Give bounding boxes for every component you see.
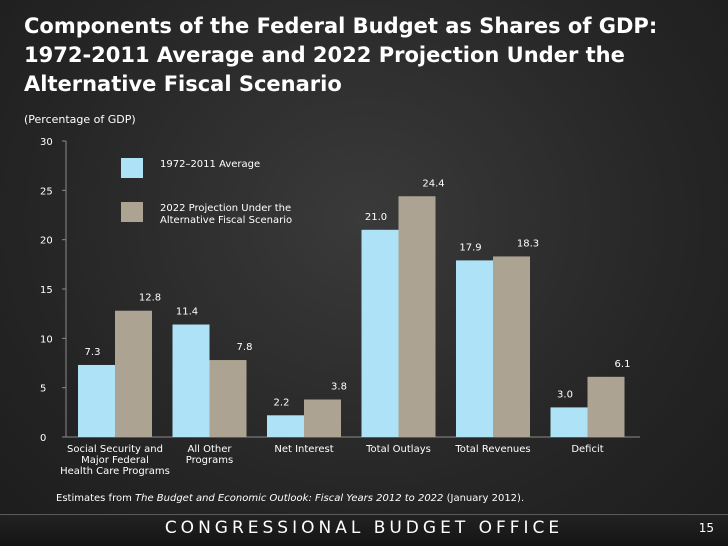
legend-label: 1972–2011 Average	[160, 159, 260, 170]
source-title: The Budget and Economic Outlook: Fiscal …	[135, 493, 444, 504]
bar-average	[361, 229, 399, 437]
legend-swatch	[121, 158, 143, 178]
x-category-label: Social Security and	[67, 444, 163, 455]
y-tick-label: 10	[40, 334, 53, 345]
bar-projection	[587, 376, 625, 437]
bar-value-label: 11.4	[176, 307, 198, 318]
x-category-label: Total Outlays	[365, 444, 431, 455]
x-category-label: Programs	[186, 455, 233, 466]
bar-projection	[304, 399, 341, 437]
legend-label: 2022 Projection Under the	[160, 203, 291, 214]
bar-value-label: 21.0	[365, 212, 387, 223]
footer-divider	[0, 514, 728, 515]
bar-value-label: 7.8	[237, 342, 253, 353]
bar-projection	[493, 256, 530, 437]
bar-average	[267, 415, 304, 437]
page-number: 15	[698, 521, 714, 535]
source-prefix: Estimates from	[56, 493, 136, 504]
legend-swatch	[121, 202, 143, 222]
bar-value-label: 2.2	[274, 397, 290, 408]
x-category-label: Net Interest	[274, 444, 333, 455]
slide-title: Components of the Federal Budget as Shar…	[24, 14, 658, 96]
source-note: Estimates from The Budget and Economic O…	[56, 493, 524, 504]
x-category-label: Deficit	[571, 444, 603, 455]
y-tick-label: 0	[40, 433, 46, 444]
y-axis-unit-label: (Percentage of GDP)	[24, 113, 136, 126]
bar-value-label: 6.1	[615, 359, 631, 370]
bar-average	[456, 260, 493, 437]
y-tick-label: 20	[40, 236, 53, 247]
bar-average	[550, 407, 588, 437]
footer-bar	[0, 515, 728, 546]
bar-value-label: 24.4	[422, 178, 444, 189]
bar-average	[78, 364, 115, 437]
y-tick-label: 25	[40, 186, 53, 197]
x-category-label: Health Care Programs	[60, 466, 170, 477]
bar-value-label: 7.3	[85, 347, 101, 358]
bar-value-label: 12.8	[139, 293, 161, 304]
agency-name: CONGRESSIONAL BUDGET OFFICE	[164, 518, 564, 538]
bar-projection	[115, 310, 152, 437]
x-category-label: Total Revenues	[454, 444, 530, 455]
bar-chart: 0 5 10 15 20 25 30 7.3 12.8 11.4 7.8 2.2 3.8 21.0 24.…	[40, 137, 640, 477]
bar-projection	[209, 360, 247, 437]
x-category-label: All Other	[188, 444, 233, 455]
bar-value-label: 3.8	[331, 382, 347, 393]
y-tick-label: 30	[40, 137, 53, 148]
source-suffix: (January 2012).	[443, 493, 525, 504]
bar-projection	[398, 196, 436, 437]
y-tick-label: 5	[40, 384, 46, 395]
legend-label: Alternative Fiscal Scenario	[160, 215, 292, 226]
x-category-label: Major Federal	[81, 455, 149, 466]
bar-average	[172, 324, 210, 437]
y-tick-label: 15	[40, 285, 53, 296]
bar-value-label: 3.0	[557, 389, 573, 400]
bar-value-label: 18.3	[517, 238, 539, 249]
bar-value-label: 17.9	[459, 242, 481, 253]
